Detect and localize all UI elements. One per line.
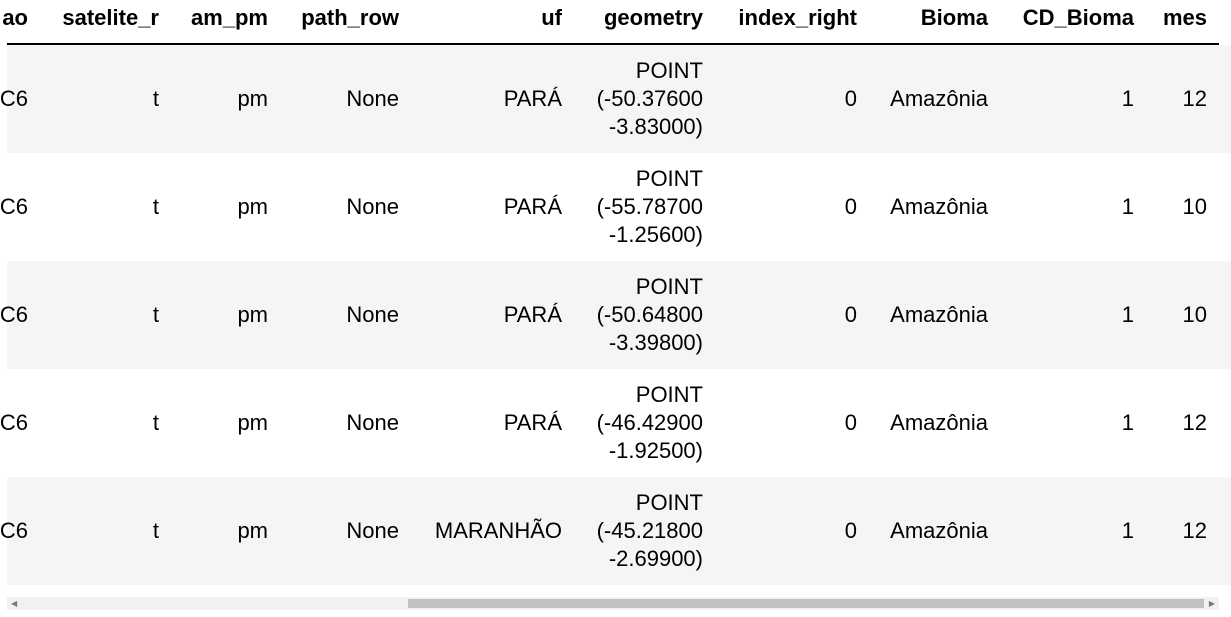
horizontal-scrollbar[interactable]: ◀ ▶	[7, 597, 1219, 610]
table-cell: 0	[844, 410, 857, 435]
table-cell: POINT (-55.78700 -1.25600)	[596, 166, 703, 247]
table-cell: Amazônia	[890, 86, 988, 111]
column-header: ao	[2, 5, 28, 30]
table-cell: None	[346, 410, 399, 435]
column-header: mes	[1162, 5, 1207, 30]
table-row: C6 t pm None MARANHÃO POINT (-45.21800 -2.699…	[0, 477, 1231, 585]
table-cell: pm	[237, 410, 268, 435]
column-header: geometry	[603, 5, 703, 30]
table-cell: t	[152, 410, 159, 435]
table-cell: t	[152, 518, 159, 543]
column-header: am_pm	[190, 5, 268, 30]
table-cell: C6	[0, 302, 28, 327]
table-row: C6 t pm None PARÁ POINT (-46.42900 -1.92500) 0…	[0, 369, 1231, 477]
table-cell: MARANHÃO	[434, 518, 562, 543]
table-cell: 10	[1182, 194, 1207, 219]
column-header: path_row	[301, 5, 399, 30]
table-cell: PARÁ	[503, 410, 562, 435]
column-header: CD_Bioma	[1022, 5, 1134, 30]
table-cell: pm	[237, 518, 268, 543]
table-cell: Amazônia	[890, 410, 988, 435]
table-row: C6 t pm None PARÁ POINT (-55.78700 -1.25600) 0…	[0, 153, 1231, 261]
table-cell: None	[346, 302, 399, 327]
table-cell: C6	[0, 86, 28, 111]
table-cell: t	[152, 302, 159, 327]
table-cell: POINT (-45.21800 -2.69900)	[596, 490, 703, 571]
table-cell: PARÁ	[503, 194, 562, 219]
table-cell: POINT (-50.64800 -3.39800)	[596, 274, 703, 355]
table-cell: 1	[1121, 410, 1134, 435]
scroll-thumb[interactable]	[408, 599, 1204, 608]
table-row: C6 t pm None PARÁ POINT (-50.37600 -3.83000) 0…	[0, 45, 1231, 153]
table-cell: C6	[0, 194, 28, 219]
table-cell: Amazônia	[890, 302, 988, 327]
table-cell: 0	[844, 302, 857, 327]
table-row: C6 t pm None PARÁ POINT (-50.64800 -3.39800) 0…	[0, 261, 1231, 369]
column-header: Bioma	[920, 5, 988, 30]
table-cell: POINT (-50.37600 -3.83000)	[596, 58, 703, 139]
table-cell: POINT (-46.42900 -1.92500)	[596, 382, 703, 463]
table-cell: 12	[1182, 410, 1207, 435]
table-cell: Amazônia	[890, 194, 988, 219]
table-cell: C6	[0, 410, 28, 435]
table-cell: pm	[237, 86, 268, 111]
table-cell: 1	[1121, 518, 1134, 543]
table-cell: None	[346, 86, 399, 111]
table-cell: pm	[237, 194, 268, 219]
table-cell: Amazônia	[890, 518, 988, 543]
scroll-right[interactable]: ▶	[1208, 599, 1215, 608]
table-cell: PARÁ	[503, 302, 562, 327]
column-header: uf	[541, 5, 562, 30]
table-cell: 1	[1121, 302, 1134, 327]
column-header: index_right	[738, 5, 857, 30]
table-cell: 12	[1182, 518, 1207, 543]
table-cell: t	[152, 194, 159, 219]
table-cell: PARÁ	[503, 86, 562, 111]
table-cell: 1	[1121, 194, 1134, 219]
table-cell: 1	[1121, 86, 1134, 111]
table-cell: pm	[237, 302, 268, 327]
table-cell: None	[346, 194, 399, 219]
scroll-left[interactable]: ◀	[11, 599, 18, 608]
table-cell: 12	[1182, 86, 1207, 111]
table-cell: 0	[844, 86, 857, 111]
column-header: satelite_r	[62, 5, 159, 30]
table-cell: 0	[844, 194, 857, 219]
header-rule	[7, 43, 1219, 45]
table-cell: 0	[844, 518, 857, 543]
table-cell: 10	[1182, 302, 1207, 327]
table-cell: C6	[0, 518, 28, 543]
table-cell: t	[152, 86, 159, 111]
table-cell: None	[346, 518, 399, 543]
